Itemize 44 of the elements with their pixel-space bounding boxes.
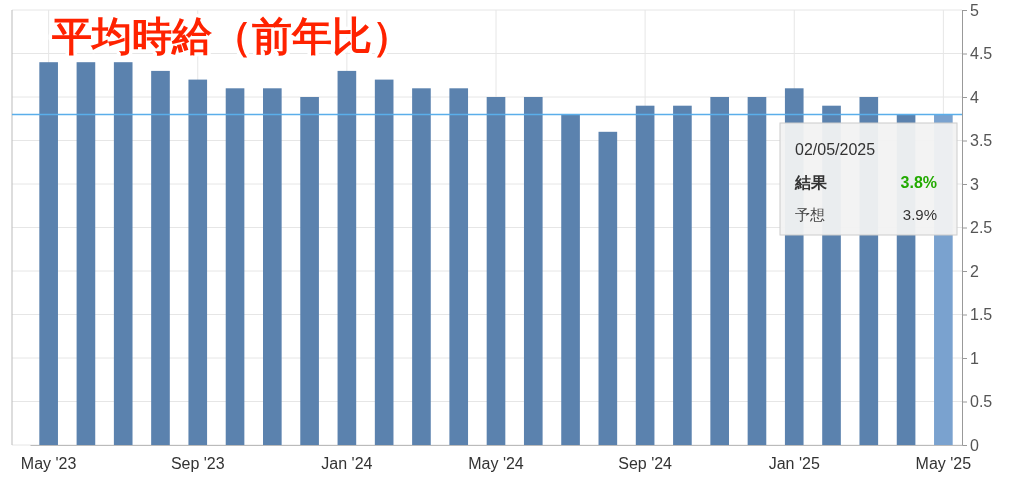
bar	[337, 70, 357, 445]
x-tick-label: Jan '25	[768, 454, 820, 472]
bar	[151, 70, 170, 445]
y-tick-label: 3.5	[970, 132, 993, 150]
x-tick-label: Sep '23	[170, 454, 225, 472]
x-tick-label: May '25	[915, 454, 972, 472]
bar	[113, 62, 133, 445]
bar	[747, 97, 767, 445]
annotation: 3.9%	[902, 206, 937, 223]
bar	[263, 88, 282, 445]
bar	[523, 97, 543, 445]
y-tick-label: 2.5	[970, 219, 993, 237]
annotation: 02/05/2025	[795, 141, 876, 158]
annotation: 予想	[795, 206, 825, 223]
bar	[486, 97, 506, 445]
x-tick-label: Jan '24	[321, 454, 373, 472]
y-tick-label: 4.5	[970, 45, 993, 63]
bar	[673, 105, 692, 445]
bar	[225, 88, 245, 445]
y-tick-label: 1	[970, 349, 979, 367]
annotation: 3.8%	[900, 174, 937, 191]
y-tick-label: 1.5	[970, 306, 993, 324]
x-tick-label: May '24	[468, 454, 524, 472]
y-tick-label: 0.5	[970, 393, 993, 411]
bar	[412, 88, 431, 445]
y-tick-label: 2	[970, 262, 979, 280]
y-tick-label: 5	[970, 1, 979, 19]
bar	[39, 62, 58, 445]
bar	[374, 79, 394, 445]
bar	[76, 62, 96, 445]
bar	[300, 97, 319, 445]
bar	[598, 131, 618, 445]
bar	[188, 79, 208, 445]
x-tick-label: Sep '24	[618, 454, 673, 472]
bar	[561, 114, 580, 445]
y-tick-label: 0	[970, 436, 979, 454]
bar	[710, 97, 729, 445]
x-tick-label: May '23	[20, 454, 77, 472]
bar	[635, 105, 655, 445]
bar	[449, 88, 469, 445]
y-tick-label: 3	[970, 175, 979, 193]
chart-title: 平均時給（前年比）	[51, 14, 412, 58]
annotation: 結果	[794, 174, 828, 191]
y-tick-label: 4	[970, 88, 979, 106]
